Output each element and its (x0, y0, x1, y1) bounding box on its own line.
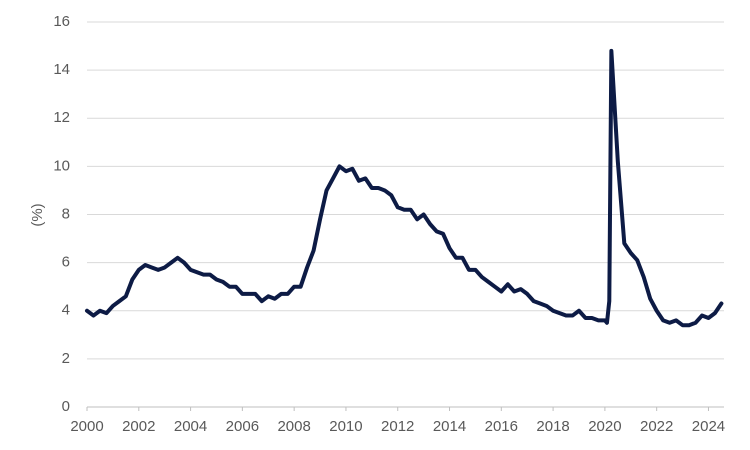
line-series (85, 48, 724, 328)
y-tick-label: 4 (62, 302, 70, 319)
x-tick-label: 2000 (70, 418, 103, 435)
x-tick-label: 2024 (692, 418, 725, 435)
y-tick-label: 0 (62, 398, 70, 415)
x-tick-label: 2018 (536, 418, 569, 435)
y-axis-label: (%) (29, 203, 46, 226)
y-tick-label: 16 (53, 13, 70, 30)
x-tick-label: 2016 (485, 418, 518, 435)
x-tick-label: 2014 (433, 418, 466, 435)
x-tick-label: 2022 (640, 418, 673, 435)
y-tick-label: 6 (62, 254, 70, 271)
x-tick-label: 2010 (329, 418, 362, 435)
x-tick-label: 2006 (226, 418, 259, 435)
x-tick-label: 2004 (174, 418, 207, 435)
y-tick-label: 8 (62, 205, 70, 222)
x-tick-label: 2002 (122, 418, 155, 435)
x-tick-label: 2020 (588, 418, 621, 435)
y-tick-label: 2 (62, 350, 70, 367)
x-tick-label: 2012 (381, 418, 414, 435)
y-tick-label: 14 (53, 61, 70, 78)
y-tick-label: 10 (53, 157, 70, 174)
x-tick-label: 2008 (277, 418, 310, 435)
y-tick-label: 12 (53, 109, 70, 126)
